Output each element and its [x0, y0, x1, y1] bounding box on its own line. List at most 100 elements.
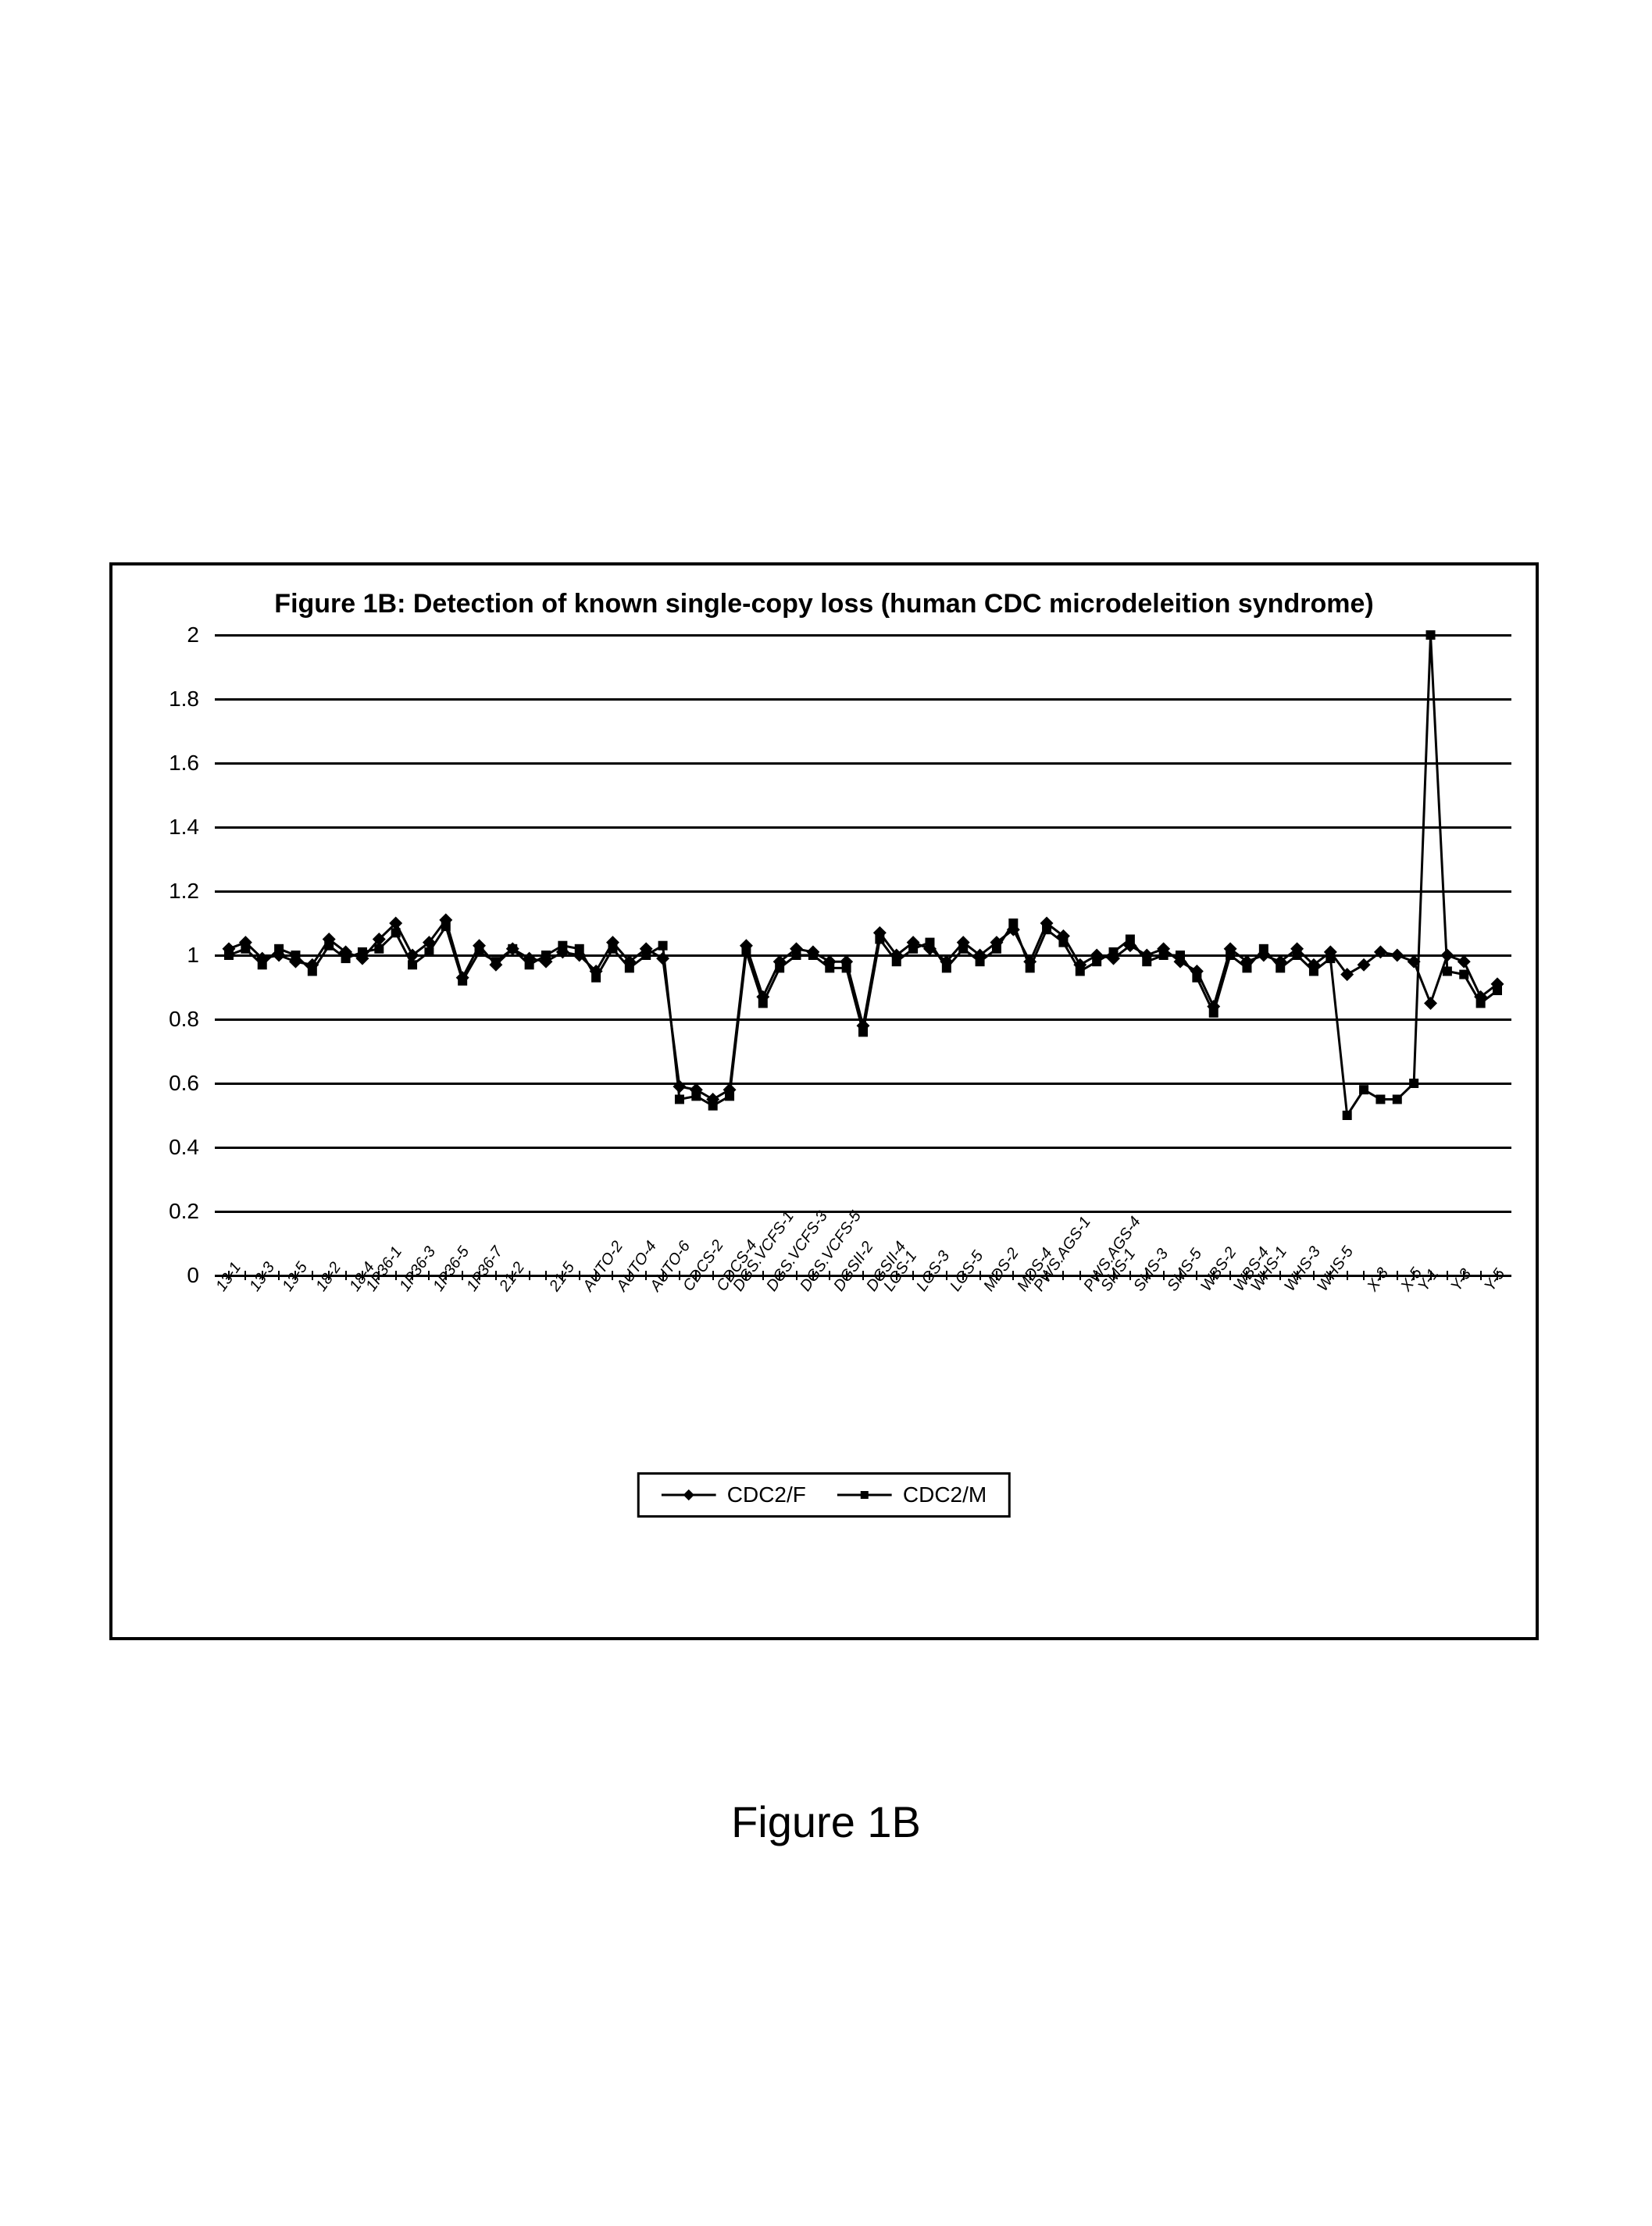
x-tick-mark — [1079, 1271, 1081, 1280]
grid-line — [215, 1083, 1511, 1085]
series-marker — [575, 944, 584, 954]
series-marker — [775, 963, 784, 972]
series-marker — [1259, 944, 1268, 954]
grid-line — [215, 698, 1511, 701]
x-tick-mark — [1397, 1271, 1398, 1280]
series-marker — [558, 941, 567, 951]
grid-line — [215, 762, 1511, 765]
x-tick-mark — [712, 1271, 714, 1280]
x-tick-mark — [645, 1271, 647, 1280]
series-marker — [1375, 1095, 1385, 1104]
series-marker — [758, 999, 768, 1008]
y-tick-label: 1 — [187, 943, 199, 968]
series-marker — [591, 973, 601, 983]
series-marker — [374, 944, 384, 954]
x-tick-mark — [1480, 1271, 1482, 1280]
series-marker — [925, 938, 934, 947]
series-marker — [1126, 935, 1135, 944]
series-marker — [708, 1101, 718, 1111]
series-marker — [441, 922, 451, 931]
series-marker — [1309, 967, 1318, 976]
chart-title: Figure 1B: Detection of known single-cop… — [112, 565, 1536, 627]
x-tick-mark — [979, 1271, 981, 1280]
series-marker — [1393, 1095, 1402, 1104]
x-axis: 13-113-313-518-218-41P36-11P36-31P36-51P… — [215, 1275, 1511, 1432]
series-marker — [725, 1091, 734, 1101]
x-tick-mark — [612, 1271, 613, 1280]
x-tick-mark — [312, 1271, 313, 1280]
y-tick-label: 0.4 — [169, 1135, 199, 1160]
y-tick-label: 0.2 — [169, 1199, 199, 1224]
series-marker — [408, 960, 417, 969]
series-marker — [1242, 963, 1251, 972]
series-marker — [1493, 986, 1502, 995]
series-marker — [1209, 1008, 1218, 1018]
series-marker — [1008, 919, 1018, 928]
y-tick-label: 1.8 — [169, 687, 199, 712]
legend: CDC2/F CDC2/M — [637, 1472, 1011, 1518]
x-tick-mark — [345, 1271, 347, 1280]
grid-line — [215, 1018, 1511, 1021]
series-marker — [324, 941, 334, 951]
y-tick-label: 1.4 — [169, 815, 199, 840]
x-tick-mark — [862, 1271, 864, 1280]
series-marker — [458, 976, 467, 986]
x-tick-mark — [495, 1271, 497, 1280]
figure-caption: Figure 1B — [731, 1796, 921, 1847]
legend-label: CDC2/F — [727, 1482, 806, 1507]
x-tick-mark — [428, 1271, 430, 1280]
y-tick-label: 0 — [187, 1263, 199, 1288]
y-axis: 00.20.40.60.811.21.41.61.82 — [137, 635, 207, 1432]
page: Figure 1B: Detection of known single-cop… — [0, 0, 1652, 2226]
y-tick-label: 1.2 — [169, 879, 199, 904]
x-tick-mark — [244, 1271, 246, 1280]
legend-swatch-diamond — [662, 1483, 716, 1507]
y-tick-label: 0.6 — [169, 1071, 199, 1096]
grid-line — [215, 1147, 1511, 1149]
series-marker — [1476, 999, 1486, 1008]
series-marker — [1076, 967, 1085, 976]
x-tick-mark — [529, 1271, 530, 1280]
x-tick-mark — [912, 1271, 914, 1280]
series-marker — [942, 963, 951, 972]
series-marker — [1459, 970, 1468, 979]
series-marker — [1458, 955, 1471, 969]
series-marker — [625, 963, 634, 972]
x-tick-mark — [1229, 1271, 1231, 1280]
series-marker — [258, 960, 267, 969]
series-marker — [1142, 957, 1151, 966]
series-marker — [908, 944, 918, 954]
series-marker — [675, 1095, 684, 1104]
x-tick-mark — [278, 1271, 280, 1280]
x-tick-mark — [1129, 1271, 1131, 1280]
series-marker — [1343, 1111, 1352, 1120]
x-tick-mark — [679, 1271, 680, 1280]
x-tick-mark — [829, 1271, 830, 1280]
chart-frame: Figure 1B: Detection of known single-cop… — [109, 562, 1539, 1640]
series-marker — [1424, 997, 1437, 1010]
series-marker — [875, 935, 884, 944]
x-tick-mark — [946, 1271, 947, 1280]
x-tick-mark — [762, 1271, 764, 1280]
series-marker — [892, 957, 901, 966]
series-marker — [691, 1091, 701, 1101]
x-tick-mark — [1062, 1271, 1064, 1280]
series-marker — [525, 960, 534, 969]
series-marker — [241, 944, 250, 954]
grid-line — [215, 826, 1511, 829]
series-marker — [1026, 963, 1035, 972]
series-marker — [308, 967, 317, 976]
grid-line — [215, 890, 1511, 893]
legend-swatch-square — [837, 1483, 892, 1507]
series-marker — [1359, 1085, 1368, 1094]
x-tick-mark — [395, 1271, 397, 1280]
y-tick-label: 1.6 — [169, 751, 199, 776]
series-marker — [608, 944, 617, 954]
legend-item-cdc2f: CDC2/F — [662, 1482, 806, 1507]
series-marker — [491, 957, 501, 966]
series-marker — [1443, 967, 1452, 976]
grid-line — [215, 634, 1511, 637]
series-marker — [391, 928, 401, 937]
x-tick-mark — [579, 1271, 580, 1280]
x-tick-mark — [1447, 1271, 1448, 1280]
